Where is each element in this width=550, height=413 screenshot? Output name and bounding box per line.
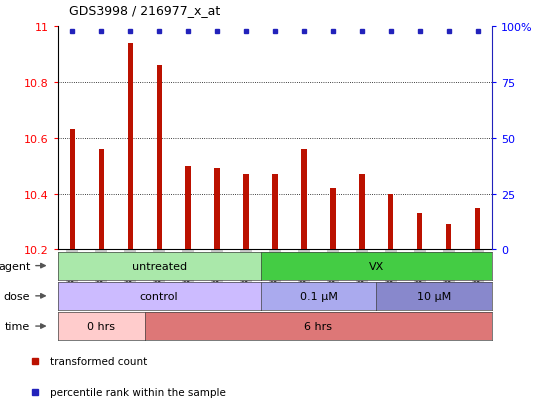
Text: control: control: [140, 291, 178, 301]
Bar: [70, 130, 75, 250]
Text: untreated: untreated: [131, 261, 186, 271]
Text: 0.1 μM: 0.1 μM: [300, 291, 337, 301]
Text: 0 hrs: 0 hrs: [87, 321, 115, 331]
Text: agent: agent: [0, 261, 30, 271]
Bar: [128, 43, 133, 250]
Bar: [388, 194, 393, 250]
Bar: [446, 225, 452, 250]
Text: 6 hrs: 6 hrs: [305, 321, 332, 331]
Bar: [301, 150, 306, 250]
Bar: [214, 169, 219, 250]
Text: percentile rank within the sample: percentile rank within the sample: [50, 387, 226, 397]
Bar: [475, 208, 480, 250]
Bar: [359, 175, 365, 250]
Text: dose: dose: [4, 291, 30, 301]
Bar: [417, 214, 422, 250]
Text: VX: VX: [368, 261, 384, 271]
Bar: [98, 150, 104, 250]
Text: transformed count: transformed count: [50, 356, 147, 367]
Bar: [272, 175, 278, 250]
Bar: [331, 188, 336, 250]
Bar: [157, 66, 162, 250]
Text: time: time: [5, 321, 30, 331]
Bar: [244, 175, 249, 250]
Text: GDS3998 / 216977_x_at: GDS3998 / 216977_x_at: [69, 4, 220, 17]
Bar: [185, 166, 191, 250]
Text: 10 μM: 10 μM: [417, 291, 452, 301]
